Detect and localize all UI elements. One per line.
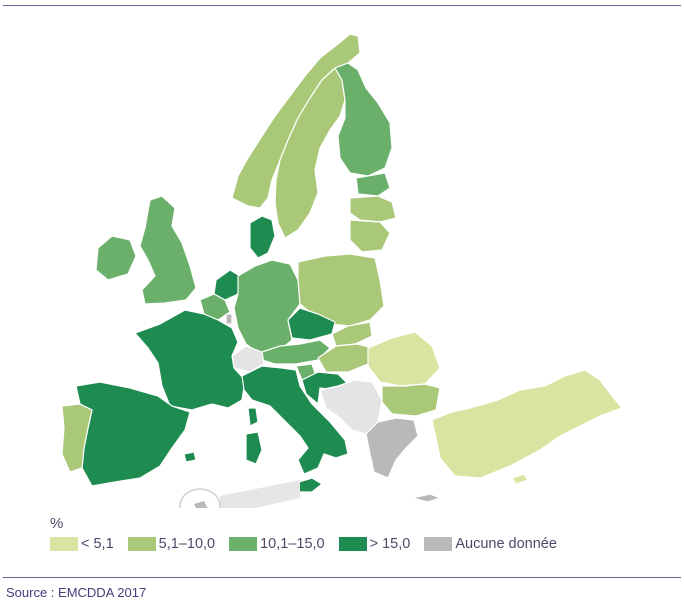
country-france-corsica bbox=[247, 407, 259, 427]
legend-item-10-15: 10,1–15,0 bbox=[229, 536, 325, 552]
malta-inset bbox=[179, 480, 300, 508]
legend-item-lt-5: < 5,1 bbox=[50, 536, 114, 552]
country-sweden bbox=[274, 67, 346, 239]
legend-swatch bbox=[229, 537, 258, 551]
country-lithuania bbox=[349, 219, 391, 253]
europe-map bbox=[0, 8, 684, 508]
legend: < 5,1 5,1–10,0 10,1–15,0 > 15,0 Aucune d… bbox=[50, 536, 571, 552]
inset-beam bbox=[220, 480, 300, 508]
legend-item-gt-15: > 15,0 bbox=[338, 536, 411, 552]
country-czech bbox=[287, 307, 336, 341]
country-uk bbox=[139, 195, 197, 305]
top-rule bbox=[3, 5, 681, 6]
legend-unit: % bbox=[50, 515, 64, 532]
legend-label: < 5,1 bbox=[81, 536, 114, 552]
country-cyprus bbox=[511, 473, 529, 485]
country-greece-crete bbox=[411, 493, 441, 503]
legend-label: > 15,0 bbox=[369, 536, 411, 552]
legend-label: Aucune donnée bbox=[455, 536, 557, 552]
legend-swatch bbox=[338, 537, 367, 551]
source-note: Source : EMCDDA 2017 bbox=[6, 585, 147, 600]
country-luxembourg bbox=[225, 313, 233, 325]
legend-label: 10,1–15,0 bbox=[260, 536, 325, 552]
legend-swatch bbox=[50, 537, 78, 551]
legend-swatch bbox=[424, 537, 453, 551]
legend-swatch bbox=[127, 537, 156, 551]
country-italy-sardinia bbox=[245, 431, 263, 465]
country-bulgaria bbox=[381, 383, 441, 417]
country-romania bbox=[367, 331, 441, 387]
legend-item-no-data: Aucune donnée bbox=[424, 536, 557, 552]
country-estonia bbox=[355, 172, 391, 197]
bottom-rule bbox=[3, 577, 681, 578]
country-poland bbox=[297, 253, 385, 327]
country-italy bbox=[241, 365, 349, 475]
country-greece bbox=[365, 417, 419, 479]
country-turkey bbox=[431, 369, 623, 479]
country-spain-balearic bbox=[183, 451, 197, 463]
inset-circle bbox=[179, 488, 221, 508]
legend-item-5-10: 5,1–10,0 bbox=[127, 536, 216, 552]
legend-label: 5,1–10,0 bbox=[158, 536, 216, 552]
country-malta bbox=[194, 501, 208, 508]
country-denmark bbox=[249, 215, 276, 259]
country-ireland bbox=[95, 235, 137, 281]
country-latvia bbox=[349, 195, 397, 223]
country-finland bbox=[334, 62, 393, 177]
country-germany bbox=[233, 259, 301, 355]
country-portugal bbox=[61, 403, 93, 473]
country-slovakia bbox=[331, 321, 373, 347]
